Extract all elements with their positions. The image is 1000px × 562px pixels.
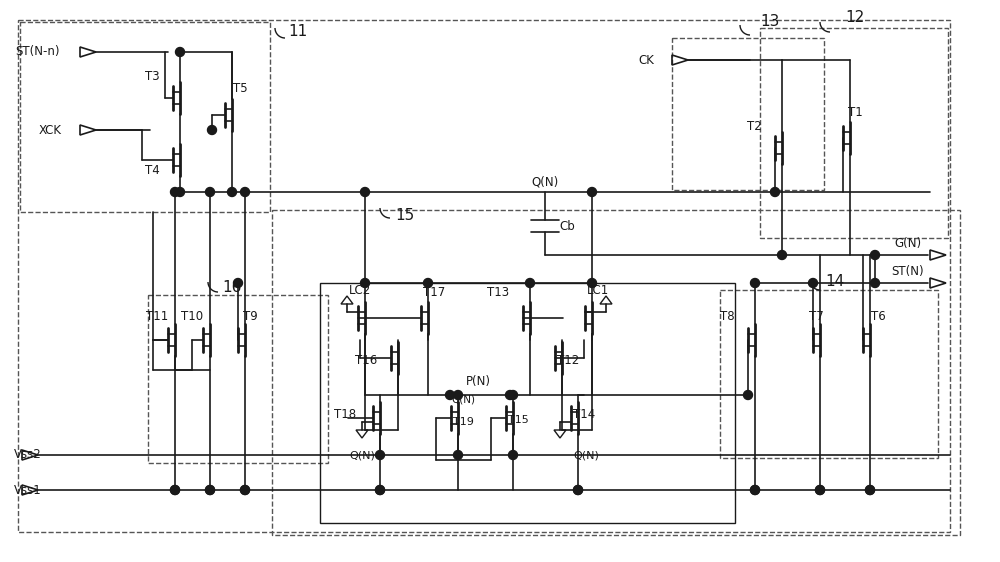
Bar (148, 295, 328, 463)
Circle shape (509, 451, 518, 460)
Text: 16: 16 (222, 280, 241, 296)
Text: P(N): P(N) (466, 374, 490, 388)
Text: Q(N): Q(N) (451, 395, 475, 405)
Text: 15: 15 (395, 207, 414, 223)
Circle shape (778, 251, 786, 260)
Circle shape (454, 451, 462, 460)
Circle shape (170, 486, 180, 495)
Text: 13: 13 (760, 15, 779, 29)
Text: T15: T15 (508, 415, 528, 425)
Text: T7: T7 (809, 310, 823, 323)
Circle shape (376, 486, 384, 495)
Text: 12: 12 (845, 11, 864, 25)
Text: Q(N): Q(N) (531, 175, 559, 188)
Circle shape (360, 279, 370, 288)
Circle shape (588, 279, 596, 288)
Text: T8: T8 (720, 310, 734, 323)
Text: T16: T16 (355, 353, 377, 366)
Circle shape (870, 279, 880, 288)
Text: ST(N-n): ST(N-n) (16, 46, 60, 58)
Text: G(N): G(N) (894, 237, 922, 250)
Circle shape (509, 391, 518, 400)
Circle shape (770, 188, 780, 197)
Text: 11: 11 (288, 25, 307, 39)
Text: Vss1: Vss1 (14, 483, 42, 496)
Circle shape (750, 486, 760, 495)
Circle shape (240, 486, 250, 495)
Bar (672, 38, 824, 190)
Text: T5: T5 (233, 83, 247, 96)
Text: CK: CK (638, 53, 654, 66)
Bar (720, 290, 938, 458)
Bar (320, 283, 735, 523)
Bar (20, 22, 270, 212)
Text: Q(N): Q(N) (573, 451, 599, 461)
Text: T10: T10 (181, 310, 203, 323)
Circle shape (574, 486, 582, 495)
Text: T9: T9 (243, 310, 257, 323)
Text: T14: T14 (573, 407, 595, 420)
Circle shape (574, 486, 582, 495)
Text: 14: 14 (825, 274, 844, 289)
Text: T11: T11 (146, 310, 168, 323)
Text: Cb: Cb (559, 220, 575, 233)
Circle shape (454, 391, 462, 400)
Bar (272, 210, 960, 535)
Circle shape (234, 279, 242, 288)
Text: XCK: XCK (38, 124, 62, 137)
Circle shape (360, 188, 370, 197)
Circle shape (176, 48, 184, 57)
Text: T4: T4 (145, 164, 159, 176)
Circle shape (376, 451, 384, 460)
Circle shape (816, 486, 824, 495)
Circle shape (228, 188, 237, 197)
Circle shape (208, 125, 216, 134)
Circle shape (750, 486, 760, 495)
Circle shape (526, 279, 534, 288)
Circle shape (206, 486, 214, 495)
Circle shape (206, 188, 214, 197)
Text: T2: T2 (747, 120, 761, 133)
Circle shape (424, 279, 432, 288)
Circle shape (170, 188, 180, 197)
Circle shape (240, 486, 250, 495)
Text: LC2: LC2 (349, 283, 371, 297)
Text: Q(N): Q(N) (349, 451, 375, 461)
Text: T1: T1 (848, 106, 862, 119)
Circle shape (240, 188, 250, 197)
Text: T13: T13 (487, 285, 509, 298)
Text: Vss2: Vss2 (14, 448, 42, 461)
Circle shape (870, 251, 880, 260)
Circle shape (206, 486, 214, 495)
Text: T3: T3 (145, 70, 159, 83)
Circle shape (446, 391, 454, 400)
Circle shape (588, 188, 596, 197)
Circle shape (816, 486, 824, 495)
Text: T17: T17 (423, 285, 445, 298)
Circle shape (376, 486, 384, 495)
Circle shape (866, 486, 874, 495)
Circle shape (744, 391, 753, 400)
Circle shape (170, 486, 180, 495)
Text: T18: T18 (334, 407, 356, 420)
Circle shape (506, 391, 514, 400)
Circle shape (176, 188, 184, 197)
Circle shape (866, 486, 874, 495)
Text: ST(N): ST(N) (892, 265, 924, 278)
Circle shape (808, 279, 818, 288)
Text: T12: T12 (557, 353, 579, 366)
Circle shape (750, 279, 760, 288)
Text: T19: T19 (453, 417, 473, 427)
Bar (760, 28, 948, 238)
Text: LC1: LC1 (587, 283, 609, 297)
Text: T6: T6 (871, 310, 885, 323)
